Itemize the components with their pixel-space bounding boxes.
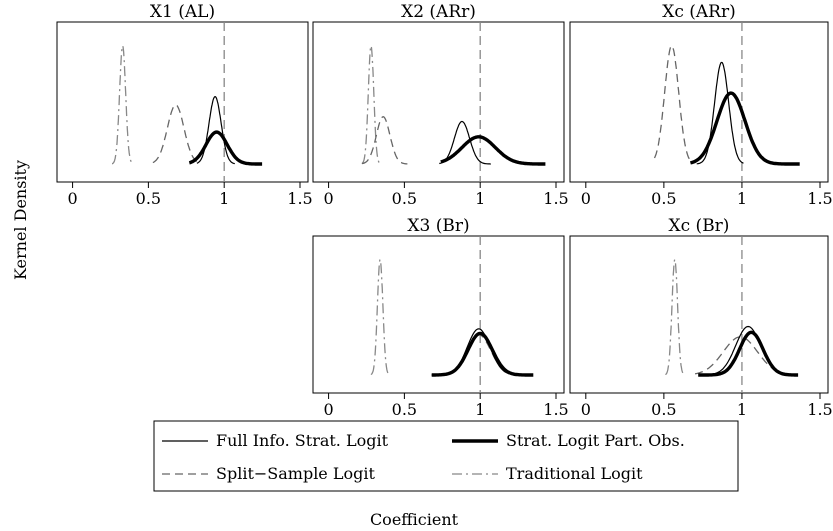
panel-x2-arr: X2 (ARr) 0 0.5 1 1.5: [312, 2, 569, 208]
density-curve-split: [152, 104, 201, 164]
legend-label: Full Info. Strat. Logit: [216, 431, 389, 450]
panel-title: X3 (Br): [407, 216, 469, 236]
panel-frame: [312, 21, 565, 183]
legend-item-trad: Traditional Logit: [452, 464, 643, 483]
x-tick-label: 1.5: [543, 189, 568, 208]
x-tick-label: 1: [219, 189, 229, 208]
legend: Full Info. Strat. Logit Strat. Logit Part…: [153, 420, 739, 492]
density-curve-trad: [111, 45, 134, 165]
panels: X1 (AL) 0 0.5 1 1.5 X2 (ARr) 0 0.5 1 1.5 Xc (ARr) 0…: [56, 2, 833, 419]
density-curve-full: [196, 95, 235, 165]
density-curve-strat: [188, 130, 263, 166]
density-curve-trad: [370, 258, 390, 376]
panel-title: Xc (ARr): [662, 2, 736, 22]
x-axis-title: Coefficient: [370, 510, 459, 529]
legend-item-split: Split−Sample Logit: [162, 464, 375, 483]
x-tick-label: 0.5: [392, 189, 417, 208]
x-tick-label: 0: [67, 189, 77, 208]
density-curve-split: [653, 45, 693, 163]
x-tick-label: 1: [737, 400, 747, 419]
density-curve-strat: [689, 91, 801, 166]
panel-x3-br: X3 (Br) 0 0.5 1 1.5: [312, 216, 569, 419]
x-tick-label: 1.5: [287, 189, 312, 208]
density-curve-full: [696, 61, 744, 165]
x-tick-label: 0.5: [136, 189, 161, 208]
panel-frame: [56, 21, 309, 183]
x-tick-label: 1: [475, 189, 485, 208]
legend-label: Split−Sample Logit: [216, 464, 375, 483]
x-tick-label: 1.5: [543, 400, 568, 419]
x-tick-label: 1: [737, 189, 747, 208]
density-curve-split: [361, 116, 408, 165]
panel-xc-br: Xc (Br) 0 0.5 1 1.5: [569, 216, 833, 419]
panel-frame: [569, 21, 829, 183]
density-curve-trad: [664, 258, 685, 376]
x-tick-label: 0.5: [651, 189, 676, 208]
panel-x1-al: X1 (AL) 0 0.5 1 1.5: [56, 2, 313, 208]
x-tick-label: 0: [581, 400, 591, 419]
panel-title: X2 (ARr): [401, 2, 476, 22]
panel-xc-arr: Xc (ARr) 0 0.5 1 1.5: [569, 2, 833, 208]
density-curve-trad: [361, 45, 381, 165]
panel-title: X1 (AL): [150, 2, 215, 22]
density-curve-strat: [697, 330, 799, 377]
density-curve-strat: [431, 331, 534, 377]
panel-frame: [312, 235, 565, 394]
density-curve-full: [439, 120, 491, 165]
x-tick-label: 0.5: [651, 400, 676, 419]
legend-item-full: Full Info. Strat. Logit: [162, 431, 389, 450]
x-tick-label: 1.5: [807, 400, 832, 419]
x-tick-label: 0: [323, 189, 333, 208]
panel-title: Xc (Br): [669, 216, 730, 236]
x-tick-label: 1: [475, 400, 485, 419]
x-tick-label: 1.5: [807, 189, 832, 208]
y-axis-title: Kernel Density: [11, 160, 30, 280]
legend-box: [153, 420, 739, 492]
panel-frame: [569, 235, 829, 394]
density-curve-strat: [440, 135, 546, 166]
x-tick-label: 0: [323, 400, 333, 419]
legend-label: Strat. Logit Part. Obs.: [506, 431, 685, 450]
legend-label: Traditional Logit: [506, 464, 643, 483]
legend-item-strat: Strat. Logit Part. Obs.: [452, 431, 685, 450]
x-tick-label: 0.5: [392, 400, 417, 419]
x-tick-label: 0: [581, 189, 591, 208]
